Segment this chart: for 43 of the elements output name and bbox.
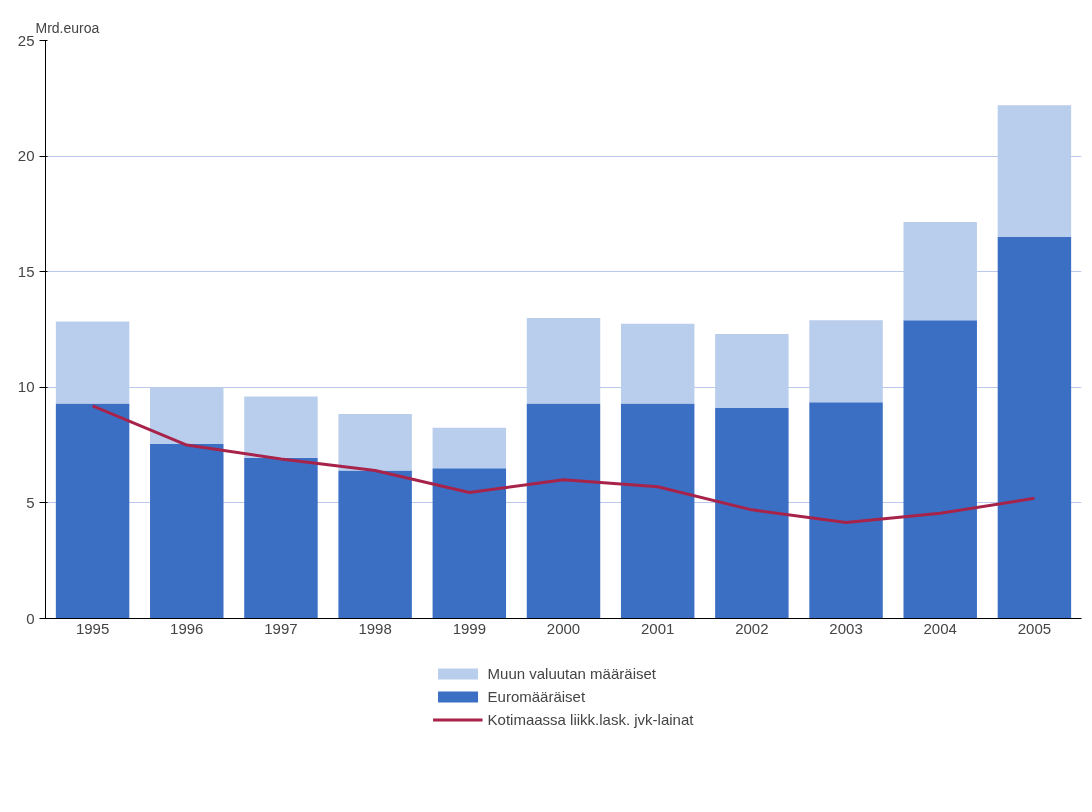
legend-label: Muun valuutan määräiset	[487, 664, 656, 682]
bar	[620, 323, 695, 404]
x-tick-label: 1997	[264, 619, 298, 637]
y-tick-label: 15	[17, 262, 35, 280]
bar	[55, 321, 130, 404]
x-tick-label: 2004	[923, 619, 957, 637]
bar	[620, 403, 695, 619]
line-series	[91, 404, 1036, 525]
bar	[150, 443, 224, 619]
bar	[715, 408, 789, 619]
bar	[903, 320, 977, 619]
legend-label: Kotimaassa liikk.lask. jvk-lainat	[487, 710, 694, 728]
y-tick-label: 20	[17, 147, 35, 165]
bar	[432, 427, 507, 469]
bar	[809, 402, 883, 619]
bar	[432, 468, 507, 619]
x-tick-label: 2000	[546, 619, 581, 637]
bar	[55, 403, 130, 619]
bar	[244, 457, 318, 619]
bar	[715, 334, 789, 409]
x-tick-label: 2001	[641, 619, 675, 637]
bar	[809, 320, 883, 403]
x-tick-label: 1999	[452, 619, 487, 637]
bar	[150, 387, 224, 444]
y-tick-label: 0	[26, 609, 35, 627]
bar	[338, 413, 412, 471]
bar	[244, 396, 318, 458]
bar	[338, 470, 412, 619]
bar	[903, 221, 977, 321]
y-tick-label: 25	[17, 31, 35, 49]
x-tick-label: 2002	[735, 619, 769, 637]
x-tick-label: 2005	[1017, 619, 1052, 637]
y-tick-label: 5	[26, 493, 35, 511]
x-tick-label: 1996	[170, 619, 204, 637]
x-tick-label: 2003	[829, 619, 863, 637]
y-axis-title: Mrd.euroa	[35, 19, 100, 36]
y-tick-label: 10	[17, 378, 35, 396]
x-tick-label: 1995	[75, 619, 110, 637]
x-tick-label: 1998	[358, 619, 392, 637]
bar	[997, 237, 1072, 619]
legend-label: Euromääräiset	[487, 687, 586, 705]
bar	[526, 403, 601, 619]
bar	[526, 317, 601, 404]
